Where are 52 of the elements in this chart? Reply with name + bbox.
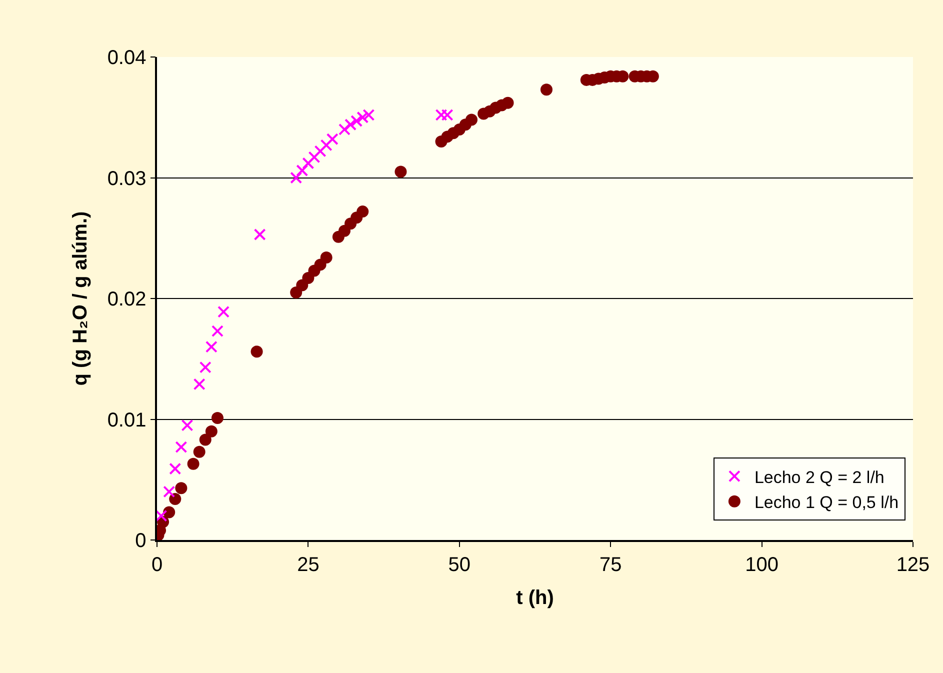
x-tick-label: 25 [297, 554, 320, 576]
point [169, 492, 182, 505]
point [199, 361, 212, 374]
point [193, 378, 206, 390]
point [540, 84, 552, 96]
point [163, 486, 176, 498]
point [218, 306, 230, 318]
point [314, 145, 326, 158]
y-tick-label: 0 [135, 530, 146, 552]
y-tick-label: 0.02 [107, 288, 146, 310]
point [175, 482, 188, 494]
x-tick-label: 100 [745, 554, 778, 576]
point [356, 206, 369, 218]
point [296, 164, 308, 177]
point [163, 506, 176, 518]
point [205, 340, 218, 353]
point [250, 346, 263, 358]
y-tick-label: 0.04 [107, 47, 146, 69]
point [205, 425, 218, 438]
point [320, 251, 332, 264]
point [187, 458, 200, 470]
point [326, 133, 338, 146]
point [356, 111, 369, 124]
x-axis-title: t (h) [516, 586, 554, 609]
point [211, 325, 224, 338]
point [211, 412, 224, 424]
y-tick-label: 0.01 [107, 409, 146, 432]
point [466, 114, 478, 126]
point [502, 96, 514, 109]
legend-label: Lecho 1 Q = 0,5 l/h [754, 492, 899, 512]
point [175, 441, 188, 454]
point [181, 419, 194, 432]
y-axis-title: q (g H₂O / g alúm.) [69, 211, 92, 386]
x-tick-label: 75 [599, 554, 622, 576]
point [302, 157, 314, 170]
point [320, 139, 332, 152]
x-tick-label: 125 [896, 554, 930, 576]
point [308, 151, 320, 164]
point [350, 115, 363, 127]
point [193, 446, 206, 458]
point [338, 123, 350, 136]
point [394, 166, 407, 178]
legend-label: Lecho 2 Q = 2 l/h [754, 468, 884, 487]
x-tick-label: 0 [151, 554, 163, 576]
point [290, 172, 302, 184]
y-tick-label: 0.03 [107, 168, 146, 190]
x-tick-label: 50 [448, 554, 471, 576]
point [254, 228, 266, 240]
point [362, 108, 375, 121]
point [169, 462, 182, 475]
point [344, 118, 357, 131]
point [199, 434, 212, 446]
